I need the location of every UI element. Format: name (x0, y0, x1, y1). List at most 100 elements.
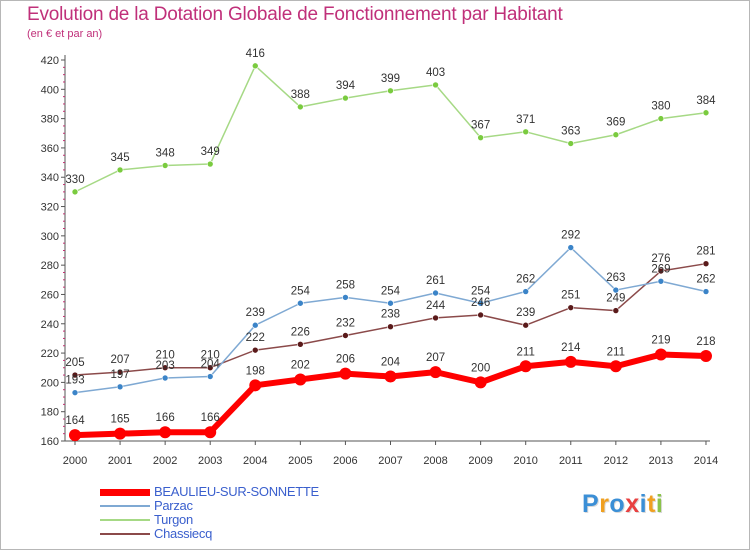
data-point-chassiecq (297, 340, 304, 348)
data-point-turgon (657, 115, 665, 122)
data-label-turgon: 394 (336, 80, 356, 92)
x-tick-label: 2014 (694, 455, 718, 467)
x-tick-label: 2001 (108, 455, 132, 467)
axes: 160 180 200 220 240 260 280 300 320 340 360 380 400 4… (41, 55, 718, 467)
x-tick-label: 2011 (559, 455, 583, 467)
y-tick-label: 240 (41, 319, 59, 331)
x-tick-label: 2000 (63, 455, 87, 467)
x-tick-label: 2007 (378, 455, 402, 467)
data-label-turgon: 416 (246, 48, 265, 60)
data-label-beaulieu-sur-sonnette: 218 (696, 336, 715, 348)
data-point-beaulieu-sur-sonnette (609, 360, 622, 373)
data-point-beaulieu-sur-sonnette (294, 373, 307, 386)
data-point-parzac (116, 383, 124, 391)
data-point-beaulieu-sur-sonnette (384, 370, 397, 383)
y-tick-label: 280 (41, 260, 59, 272)
data-label-turgon: 384 (696, 95, 716, 107)
data-point-chassiecq (612, 307, 620, 314)
data-point-chassiecq (522, 321, 530, 329)
legend-swatch (100, 488, 150, 496)
data-label-chassiecq: 222 (246, 332, 265, 344)
data-point-parzac (297, 299, 304, 307)
logo-letter: P (582, 490, 600, 518)
y-tick-label: 340 (41, 172, 59, 184)
x-tick-label: 2009 (468, 455, 492, 467)
data-label-parzac: 258 (336, 279, 355, 291)
data-point-chassiecq (116, 368, 124, 376)
data-point-chassiecq (657, 267, 665, 275)
y-tick-label: 380 (41, 114, 59, 126)
data-label-parzac: 269 (651, 263, 670, 275)
data-point-beaulieu-sur-sonnette (474, 376, 487, 389)
x-tick-label: 2005 (288, 455, 312, 467)
legend-swatch (100, 533, 150, 535)
data-label-chassiecq: 210 (156, 350, 175, 362)
data-label-beaulieu-sur-sonnette: 219 (651, 335, 670, 347)
logo-letter: i (639, 490, 648, 518)
data-point-chassiecq (71, 371, 79, 379)
data-point-beaulieu-sur-sonnette (114, 427, 127, 440)
data-label-beaulieu-sur-sonnette: 207 (426, 352, 445, 364)
data-label-beaulieu-sur-sonnette: 164 (65, 415, 85, 427)
data-label-parzac: 239 (246, 307, 265, 319)
data-label-parzac: 261 (426, 275, 445, 287)
legend-swatch (100, 505, 150, 507)
data-label-chassiecq: 226 (291, 326, 310, 338)
y-tick-label: 360 (41, 143, 59, 155)
chart-title: Evolution de la Dotation Globale de Fonc… (27, 4, 563, 25)
logo-letter: x (625, 490, 640, 518)
data-point-parzac (161, 374, 169, 382)
data-label-beaulieu-sur-sonnette: 200 (471, 362, 490, 374)
data-point-turgon (702, 109, 710, 117)
series-layer (69, 62, 712, 442)
data-label-beaulieu-sur-sonnette: 166 (156, 412, 175, 424)
data-point-turgon (161, 162, 169, 169)
data-point-beaulieu-sur-sonnette (699, 350, 712, 363)
data-label-turgon: 369 (606, 117, 625, 129)
data-point-parzac (702, 288, 710, 295)
data-label-parzac: 292 (561, 230, 580, 242)
data-label-parzac: 262 (696, 274, 715, 286)
data-label-beaulieu-sur-sonnette: 214 (561, 342, 581, 354)
data-point-parzac (657, 277, 665, 285)
data-label-chassiecq: 249 (606, 293, 625, 305)
data-point-parzac (387, 299, 394, 307)
data-point-parzac (432, 289, 439, 297)
data-point-turgon (387, 87, 394, 95)
logo-letter: r (599, 490, 610, 518)
y-tick-label: 300 (41, 231, 59, 243)
data-label-turgon: 380 (651, 101, 670, 113)
data-point-parzac (612, 286, 620, 294)
data-label-parzac: 254 (381, 285, 401, 297)
data-label-turgon: 363 (561, 126, 580, 138)
y-tick-label: 260 (41, 289, 59, 301)
y-tick-label: 160 (41, 436, 59, 448)
data-point-turgon (251, 62, 259, 70)
y-tick-label: 420 (41, 55, 59, 67)
data-label-parzac: 254 (471, 285, 491, 297)
data-point-turgon (612, 131, 620, 139)
x-tick-label: 2003 (198, 455, 222, 467)
y-tick-label: 320 (41, 202, 59, 214)
data-label-turgon: 367 (471, 120, 490, 132)
data-label-beaulieu-sur-sonnette: 198 (246, 365, 265, 377)
data-point-turgon (342, 94, 349, 102)
data-point-chassiecq (342, 332, 349, 339)
y-tick-label: 180 (41, 407, 59, 419)
data-point-chassiecq (432, 314, 439, 322)
data-label-chassiecq: 246 (471, 297, 490, 309)
chart-subtitle: (en € et par an) (27, 28, 103, 40)
data-label-turgon: 371 (516, 114, 535, 126)
data-point-chassiecq (387, 323, 394, 331)
data-label-parzac: 254 (291, 285, 311, 297)
data-point-chassiecq (251, 346, 259, 354)
data-label-beaulieu-sur-sonnette: 211 (607, 346, 625, 358)
data-label-beaulieu-sur-sonnette: 204 (381, 357, 401, 369)
data-label-turgon: 330 (65, 174, 84, 186)
data-point-parzac (71, 389, 79, 396)
data-label-beaulieu-sur-sonnette: 206 (336, 354, 355, 366)
data-point-parzac (206, 373, 214, 380)
data-label-turgon: 403 (426, 67, 445, 79)
